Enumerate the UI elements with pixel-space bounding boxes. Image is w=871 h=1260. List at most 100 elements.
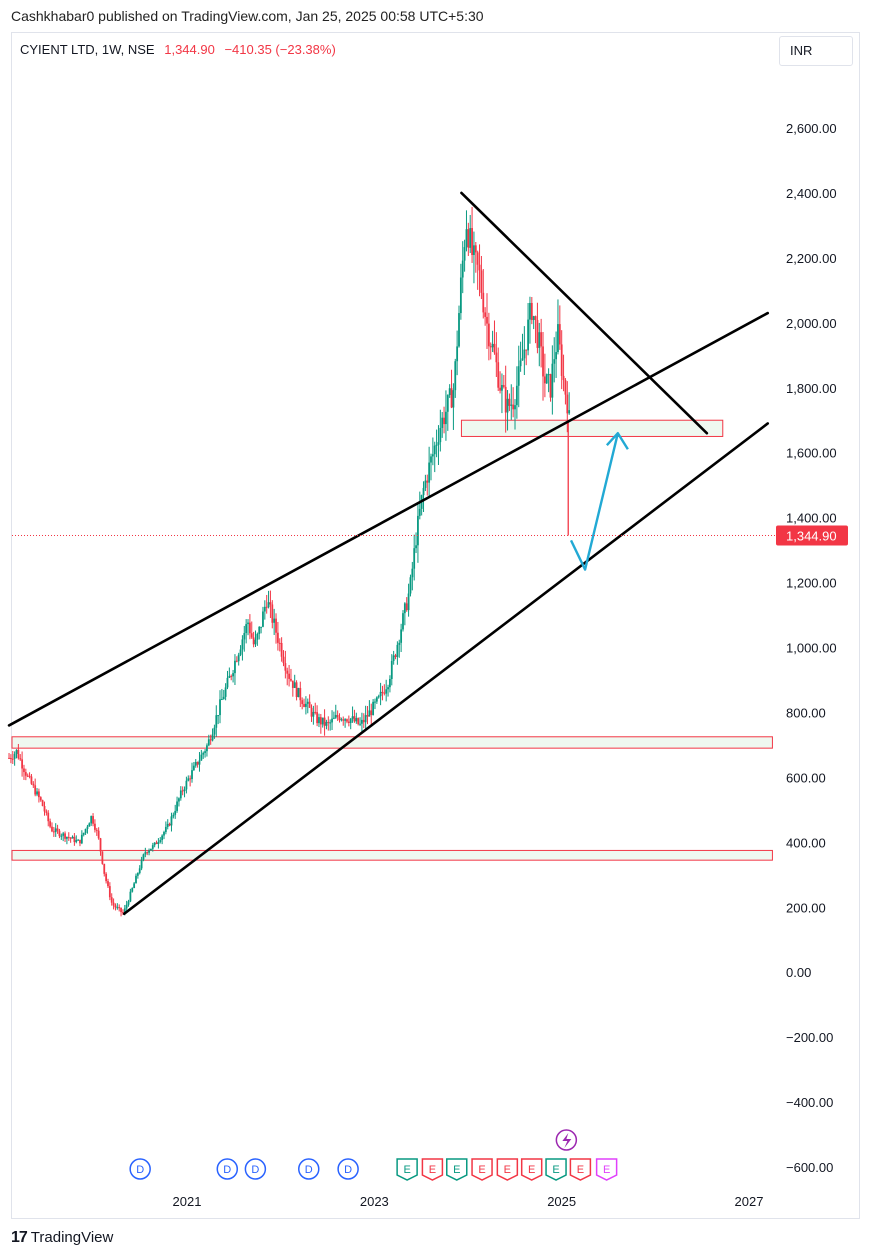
symbol-legend[interactable]: CYIENT LTD, 1W, NSE 1,344.90 −410.35 (−2… [20,42,336,57]
dividend-letter: D [344,1164,352,1176]
earnings-marker[interactable]: E [471,1158,493,1181]
candle-body [47,812,50,822]
candle-body [439,427,442,443]
earnings-letter: E [528,1164,535,1176]
candle-body [39,797,42,801]
dividend-marker[interactable]: D [129,1158,151,1180]
candles-layer [8,206,571,917]
candle-body [372,701,375,715]
candle-body [172,814,175,817]
support-zone[interactable] [460,419,724,437]
candle-body [148,850,150,853]
split-marker[interactable] [555,1129,578,1151]
support-zone[interactable] [11,736,773,749]
tradingview-logo[interactable]: 17 TradingView [11,1229,113,1247]
candle-body [549,374,552,398]
candle-body [67,836,70,838]
trendline[interactable] [460,191,709,435]
candle-body [275,618,277,633]
candle-body [276,632,279,643]
candle-body [389,678,391,688]
y-tick-label: 2,000.00 [786,316,837,331]
dividend-marker[interactable]: D [244,1158,267,1180]
candle-body [534,316,537,320]
candle-body [329,722,332,724]
earnings-marker[interactable]: E [545,1158,567,1181]
candle-body [11,758,14,760]
dividend-marker[interactable]: D [298,1158,320,1180]
earnings-marker[interactable]: E [569,1158,592,1181]
price-axis[interactable]: 2,600.00 2,400.00 2,200.00 2,000.00 1,800.00… [786,121,837,1175]
candle-body [512,404,515,410]
arrow-head-icon[interactable] [605,432,629,450]
last-price: 1,344.90 [164,42,215,57]
earnings-marker[interactable]: E [496,1158,519,1181]
candle-body [54,828,57,833]
candle-body [413,548,416,569]
time-axis[interactable]: 2021 2023 2025 2027 [173,1194,764,1209]
projection-arrow[interactable] [569,432,629,571]
earnings-marker[interactable]: E [595,1158,618,1181]
candle-body [178,798,180,802]
candle-body [38,791,40,798]
candle-body [237,654,240,662]
candle-body [247,622,249,625]
dividend-marker[interactable]: D [216,1158,239,1180]
earnings-marker[interactable]: E [421,1158,444,1181]
trendline-layer[interactable] [7,191,770,916]
candle-body [245,624,248,634]
earnings-icon [545,1158,567,1181]
candle-body [308,701,311,708]
candle-body [127,901,130,905]
arrow-path[interactable] [569,432,620,571]
candle-body [278,642,281,644]
candle-body [41,800,44,807]
candle-body [243,633,246,640]
trendline[interactable] [7,311,770,727]
currency-button[interactable]: INR [779,36,853,66]
earnings-marker[interactable]: E [446,1158,468,1181]
candle-body [381,691,384,693]
candle-body [142,854,145,860]
candle-body [120,907,122,913]
candle-body [181,790,184,792]
candle-body [321,717,324,725]
candle-body [361,719,363,724]
candle-body [346,719,348,722]
x-tick-label: 2021 [173,1194,202,1209]
candle-body [271,604,274,623]
candle-body [499,387,501,391]
candle-body [547,374,550,376]
candle-body [112,902,115,906]
candle-body [370,710,373,715]
support-zone[interactable] [11,849,773,861]
candle-body [24,772,27,776]
candle-body [540,332,543,347]
candle-body [469,228,472,248]
candle-body [179,790,182,799]
candle-body [290,678,292,681]
candle-body [92,816,94,824]
candle-body [400,629,403,643]
candle-body [301,700,304,705]
candle-body [474,245,477,253]
trendline[interactable] [122,422,770,916]
candle-body [445,411,447,425]
candle-body [116,907,119,909]
candle-body [26,775,29,777]
candle-body [267,602,270,608]
candle-body [473,245,475,256]
candle-body [392,655,395,661]
candle-body [222,696,225,700]
y-tick-label: 0.00 [786,965,811,980]
dividend-marker[interactable]: D [337,1158,359,1180]
last-price-tag: 1,344.90 [776,525,848,546]
earnings-marker[interactable]: E [396,1158,418,1181]
candle-body [217,715,220,717]
candle-body [306,701,309,704]
candle-body [510,404,513,406]
earnings-marker[interactable]: E [520,1158,543,1181]
y-tick-label: 1,800.00 [786,381,837,396]
